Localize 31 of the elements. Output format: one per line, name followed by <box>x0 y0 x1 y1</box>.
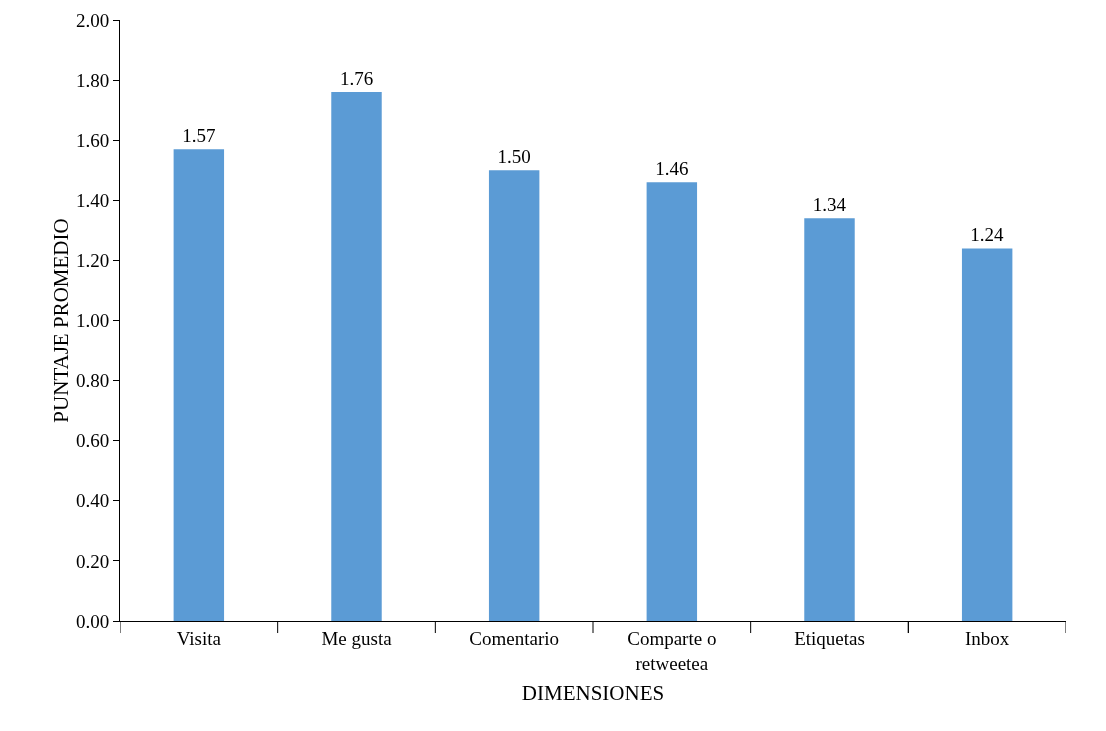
bar <box>173 149 225 621</box>
data-label: 1.76 <box>339 68 374 90</box>
x-tick-label: Me gusta <box>321 627 393 649</box>
data-label: 1.50 <box>497 146 531 168</box>
y-tick-label: 0.20 <box>75 550 110 572</box>
x-axis-title: DIMENSIONES <box>521 680 665 705</box>
bar <box>646 182 698 621</box>
x-tick-label: Inbox <box>965 627 1010 649</box>
y-tick-label: 1.60 <box>75 129 110 151</box>
y-tick-label: 0.80 <box>75 370 110 392</box>
bar <box>961 248 1013 621</box>
y-tick-label: 1.20 <box>75 250 110 272</box>
y-tick-label: 0.00 <box>75 610 110 632</box>
y-tick-label: 0.60 <box>75 430 110 452</box>
data-label: 1.34 <box>812 194 847 216</box>
bar <box>331 92 382 621</box>
x-tick-label: Etiquetas <box>794 627 865 649</box>
x-tick-label: Comparte o retweetea <box>627 627 717 674</box>
y-tick-label: 0.40 <box>75 490 110 512</box>
data-label: 1.46 <box>655 158 689 180</box>
y-tick-label: 1.80 <box>75 69 110 91</box>
y-tick-label: 2.00 <box>75 9 110 31</box>
y-tick-label: 1.00 <box>75 310 110 332</box>
y-axis-title: PUNTAJE PROMEDIO <box>49 218 73 423</box>
y-tick-label: 1.40 <box>75 189 110 211</box>
bar <box>804 218 855 621</box>
x-tick-label: Visita <box>176 627 222 649</box>
data-label: 1.57 <box>182 125 216 147</box>
bar <box>488 170 540 621</box>
data-label: 1.24 <box>970 224 1005 246</box>
x-tick-label: Comentario <box>469 627 560 649</box>
